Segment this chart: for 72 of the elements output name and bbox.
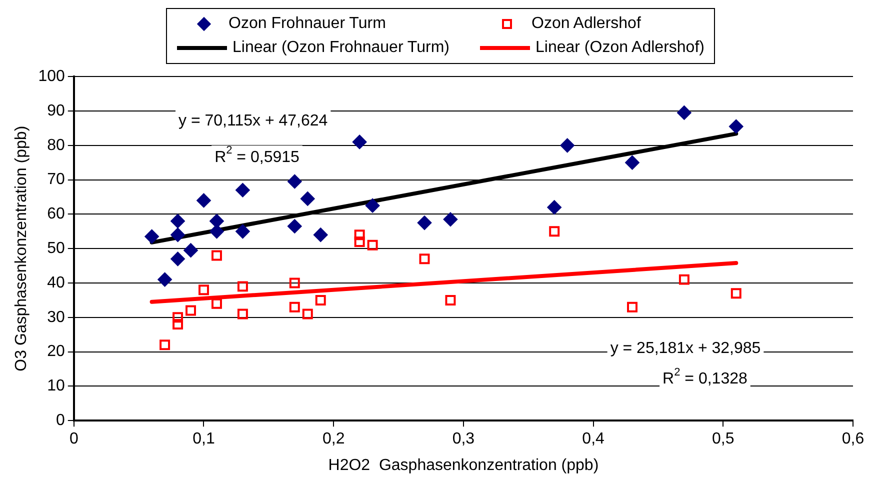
y-axis-title: O3 Gasphasenkonzentration (ppb) [13, 126, 30, 372]
point [549, 226, 560, 237]
point [289, 302, 300, 312]
point [198, 284, 209, 296]
x-tick-label: 0,4 [582, 430, 605, 448]
x-tick-label: 0,3 [452, 430, 475, 448]
x-axis-title: H2O2 Gasphasenkonzentration (ppb) [328, 456, 599, 474]
point [186, 305, 196, 316]
point [419, 254, 430, 264]
y-tick-label: 100 [38, 68, 65, 86]
point [170, 214, 185, 228]
point [236, 224, 250, 238]
point [160, 340, 170, 350]
point [144, 230, 159, 244]
point [625, 156, 640, 170]
y-tick-label: 70 [47, 171, 65, 188]
point [172, 312, 184, 323]
y-tick-label: 10 [47, 378, 65, 395]
annotation: y = 70,115x + 47,624 [178, 112, 328, 130]
point [210, 214, 224, 228]
point [196, 193, 211, 208]
point [288, 174, 302, 189]
point [302, 308, 313, 320]
legend-label: Linear (Ozon Frohnauer Turm) [232, 39, 450, 57]
point [170, 252, 185, 266]
annotation: y = 25,181x + 32,985 [610, 340, 761, 357]
legend-label: Ozon Frohnauer Turm [228, 15, 386, 33]
y-tick-label: 80 [47, 136, 65, 154]
point [236, 183, 250, 198]
point [170, 228, 185, 242]
y-tick-label: 0 [56, 412, 65, 430]
point [560, 138, 574, 152]
point [627, 302, 638, 312]
point [211, 250, 222, 261]
point [443, 212, 458, 226]
x-tick-label: 0,2 [322, 430, 345, 448]
point [677, 106, 692, 120]
y-tick-label: 40 [47, 274, 65, 292]
y-tick-label: 50 [47, 240, 65, 258]
legend-label: Ozon Adlershof [532, 15, 641, 33]
point [237, 281, 248, 292]
point [211, 298, 222, 309]
point [367, 240, 378, 250]
point [315, 294, 326, 306]
point [354, 236, 365, 247]
x-tick-label: 0,5 [712, 430, 734, 448]
y-tick-label: 90 [47, 102, 65, 120]
point [300, 192, 315, 206]
y-tick-label: 20 [47, 343, 65, 360]
point [729, 119, 744, 134]
x-tick-label: 0 [69, 430, 78, 448]
y-tick-label: 60 [47, 206, 65, 223]
point [288, 219, 302, 234]
point [354, 230, 365, 240]
point [352, 134, 367, 149]
point [210, 224, 224, 238]
y-tick-label: 30 [47, 308, 65, 326]
point [730, 288, 742, 299]
point [445, 294, 456, 306]
point [158, 272, 172, 287]
point [289, 278, 300, 288]
point [237, 308, 248, 320]
legend-label: Linear (Ozon Adlershof) [536, 39, 704, 57]
point [547, 200, 562, 214]
point [678, 274, 690, 285]
point [417, 216, 432, 230]
point [366, 198, 380, 213]
x-tick-label: 0,6 [842, 430, 864, 448]
x-tick-label: 0,1 [192, 430, 215, 448]
point [314, 228, 328, 242]
point [184, 243, 198, 258]
point [172, 319, 184, 330]
